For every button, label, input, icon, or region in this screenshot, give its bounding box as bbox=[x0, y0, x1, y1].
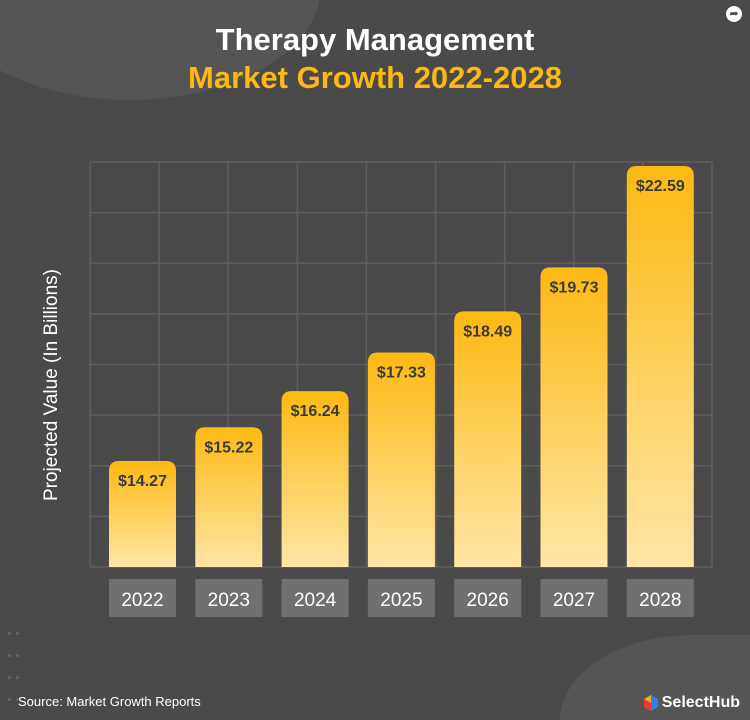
category-box bbox=[109, 579, 176, 617]
bar-2025 bbox=[367, 352, 435, 567]
bar-2022 bbox=[109, 460, 176, 567]
chart-title: Therapy Management bbox=[215, 22, 535, 57]
share-icon[interactable]: ➦ bbox=[726, 6, 742, 22]
data-label: $22.59 bbox=[636, 178, 685, 195]
data-label: $16.24 bbox=[291, 403, 340, 420]
bar-2023 bbox=[195, 427, 263, 567]
category-label: 2024 bbox=[294, 590, 337, 611]
selecthub-logo-icon bbox=[643, 695, 658, 711]
category-box bbox=[367, 579, 435, 617]
category-box bbox=[281, 579, 349, 617]
bar-2027 bbox=[540, 267, 608, 567]
decorative-dots bbox=[8, 625, 28, 713]
bar-2026 bbox=[454, 311, 522, 567]
data-label: $19.73 bbox=[550, 279, 599, 296]
category-label: 2028 bbox=[639, 590, 681, 611]
bar-2028 bbox=[626, 165, 694, 568]
category-label: 2026 bbox=[467, 590, 509, 611]
data-label: $17.33 bbox=[377, 364, 426, 381]
chart-subtitle: Market Growth 2022-2028 bbox=[188, 60, 562, 95]
category-box bbox=[454, 579, 522, 617]
data-label: $18.49 bbox=[463, 323, 512, 340]
selecthub-logo: SelectHub bbox=[643, 694, 740, 712]
category-label: 2025 bbox=[380, 590, 422, 611]
logo-text: SelectHub bbox=[661, 694, 740, 711]
category-box bbox=[540, 579, 608, 617]
source-note: Source: Market Growth Reports bbox=[18, 694, 201, 709]
category-label: 2022 bbox=[121, 590, 163, 611]
bar-2024 bbox=[281, 391, 349, 567]
category-label: 2027 bbox=[553, 590, 595, 611]
category-box bbox=[195, 579, 263, 617]
data-label: $15.22 bbox=[204, 439, 253, 456]
data-label: $14.27 bbox=[118, 473, 167, 490]
category-box bbox=[626, 579, 694, 617]
category-label: 2023 bbox=[208, 590, 250, 611]
